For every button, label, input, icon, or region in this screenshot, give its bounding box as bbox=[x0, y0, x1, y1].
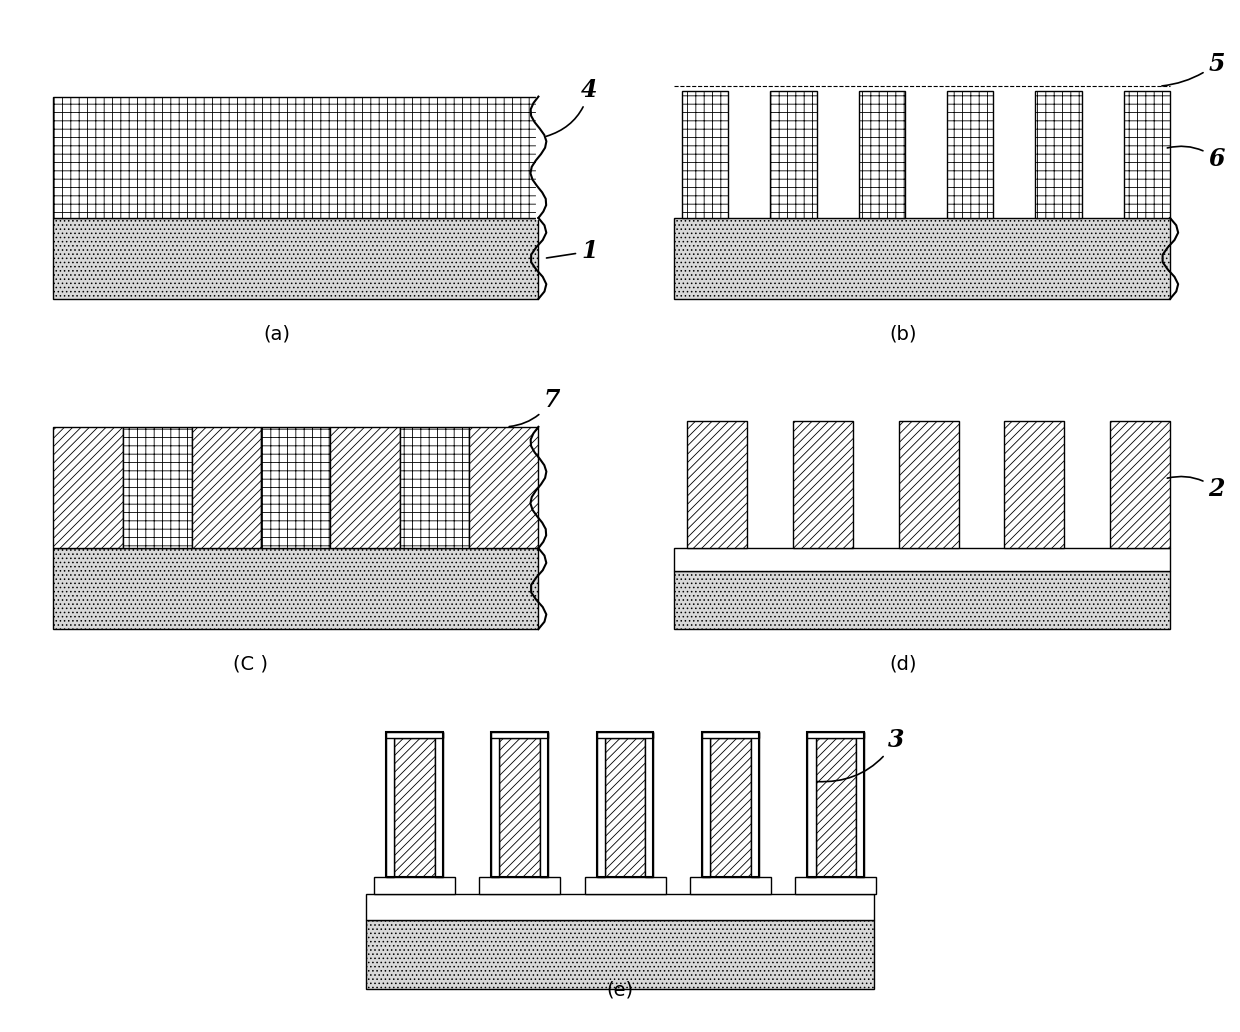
Text: 2: 2 bbox=[1167, 477, 1225, 502]
Text: (C ): (C ) bbox=[233, 654, 268, 674]
Bar bbox=[539, 733, 548, 877]
Bar bbox=[1004, 421, 1064, 548]
Bar bbox=[386, 733, 443, 877]
Text: (e): (e) bbox=[606, 980, 634, 999]
Bar bbox=[596, 733, 653, 738]
Bar bbox=[605, 738, 646, 877]
Bar bbox=[53, 427, 123, 548]
Bar bbox=[702, 733, 711, 877]
Bar bbox=[123, 427, 192, 548]
Bar bbox=[596, 733, 605, 877]
Bar bbox=[673, 218, 1171, 299]
Bar bbox=[399, 427, 469, 548]
Bar bbox=[192, 427, 262, 548]
Bar bbox=[751, 733, 759, 877]
Bar bbox=[807, 733, 864, 738]
Bar bbox=[857, 733, 864, 877]
Text: (d): (d) bbox=[889, 654, 916, 674]
Bar bbox=[770, 91, 816, 218]
Bar bbox=[1123, 91, 1171, 218]
Text: 6: 6 bbox=[1167, 147, 1225, 171]
Bar bbox=[795, 877, 877, 894]
Text: (a): (a) bbox=[264, 324, 290, 344]
Bar bbox=[53, 548, 538, 630]
Bar bbox=[491, 733, 548, 877]
Bar bbox=[673, 572, 1171, 630]
Bar bbox=[682, 91, 728, 218]
Bar bbox=[330, 427, 399, 548]
Bar bbox=[53, 97, 538, 218]
Bar bbox=[584, 877, 666, 894]
Bar bbox=[899, 421, 959, 548]
Bar bbox=[792, 421, 853, 548]
Bar bbox=[689, 877, 771, 894]
Text: 7: 7 bbox=[510, 388, 560, 426]
Bar bbox=[434, 733, 443, 877]
Text: 5: 5 bbox=[1162, 52, 1225, 86]
Bar bbox=[53, 218, 538, 299]
Bar bbox=[816, 738, 857, 877]
Bar bbox=[702, 733, 759, 738]
Bar bbox=[807, 733, 864, 877]
Bar bbox=[1110, 421, 1171, 548]
Bar bbox=[366, 894, 874, 921]
Text: 3: 3 bbox=[817, 728, 904, 781]
Bar bbox=[500, 738, 539, 877]
Bar bbox=[596, 733, 653, 877]
Bar bbox=[673, 548, 1171, 572]
Bar bbox=[491, 733, 548, 738]
Bar bbox=[858, 91, 905, 218]
Text: 1: 1 bbox=[547, 239, 598, 263]
Bar bbox=[393, 738, 434, 877]
Bar bbox=[807, 733, 816, 877]
Bar bbox=[1035, 91, 1081, 218]
Bar bbox=[262, 427, 330, 548]
Bar bbox=[366, 921, 874, 990]
Bar bbox=[947, 91, 993, 218]
Bar bbox=[479, 877, 560, 894]
Bar bbox=[687, 421, 748, 548]
Bar bbox=[386, 733, 443, 738]
Text: 4: 4 bbox=[547, 77, 598, 136]
Bar bbox=[646, 733, 653, 877]
Bar bbox=[702, 733, 759, 877]
Bar bbox=[469, 427, 538, 548]
Bar bbox=[386, 733, 393, 877]
Bar bbox=[711, 738, 751, 877]
Text: (b): (b) bbox=[889, 324, 916, 344]
Bar bbox=[373, 877, 455, 894]
Bar bbox=[491, 733, 500, 877]
